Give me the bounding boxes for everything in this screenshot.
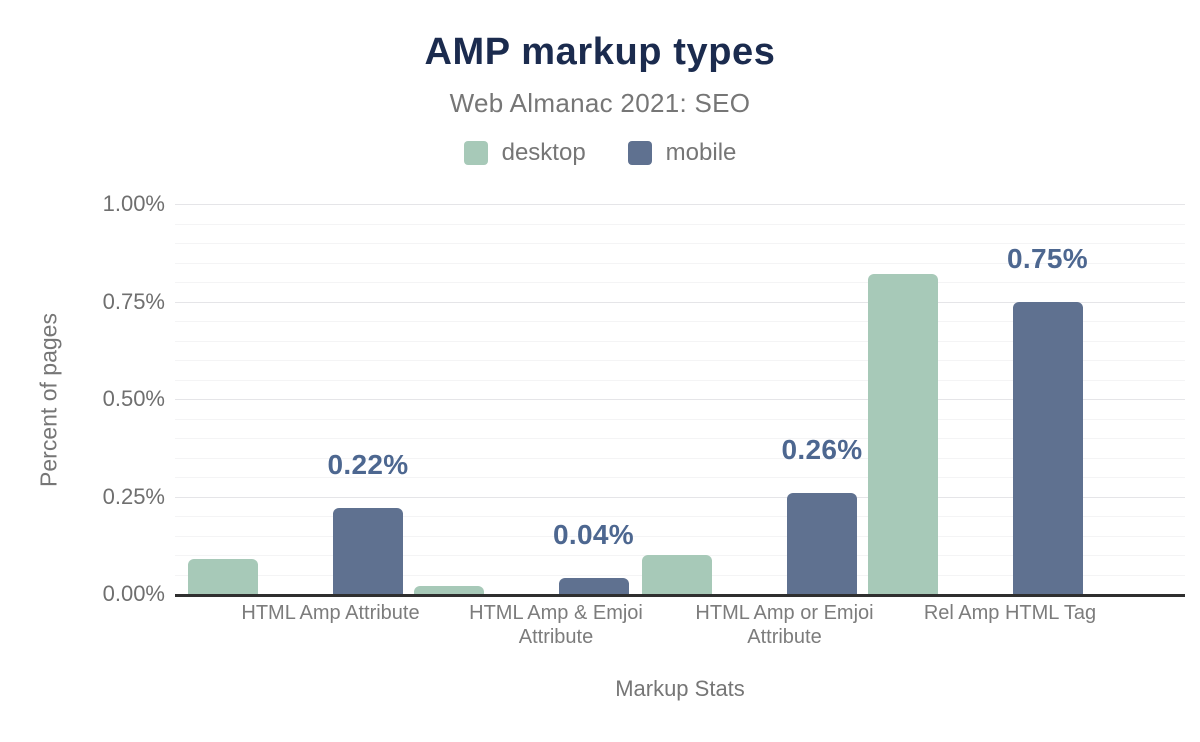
data-label: 0.22% [327, 449, 409, 481]
x-category-label: HTML Amp & Emjoi Attribute [469, 602, 643, 648]
y-tick-label: 0.25% [102, 483, 165, 509]
gridline [175, 457, 1185, 459]
x-axis-line [175, 594, 1185, 597]
gridline [175, 262, 1185, 264]
x-axis-title: Markup Stats [615, 676, 745, 701]
y-tick-label: 0.75% [102, 288, 165, 314]
gridline [175, 399, 1185, 400]
gridline [175, 418, 1185, 420]
y-tick-label: 1.00% [102, 191, 165, 216]
desktop-bar-1[interactable] [188, 558, 258, 594]
gridline [175, 321, 1185, 322]
mobile-bar-4[interactable] [1012, 301, 1083, 594]
x-category-label: Rel Amp HTML Tag [923, 602, 1097, 624]
desktop-bar-2[interactable] [413, 586, 484, 594]
chart-subtitle: Web Almanac 2021: SEO [449, 88, 751, 118]
gridline [175, 204, 1185, 205]
desktop-bar-3[interactable] [642, 555, 712, 594]
desktop-bar-4[interactable] [867, 274, 938, 594]
gridline [175, 379, 1185, 381]
gridline [175, 223, 1185, 225]
x-category-label: HTML Amp Attribute [241, 602, 420, 624]
gridline [175, 360, 1185, 361]
legend-label-mobile: mobile [665, 139, 737, 166]
data-label: 0.75% [1007, 242, 1088, 274]
legend-item-desktop[interactable]: desktop [463, 139, 586, 167]
legend-label-desktop: desktop [501, 139, 586, 166]
data-label: 0.26% [781, 433, 863, 465]
y-tick-label: 0.00% [102, 581, 165, 606]
y-tick-label: 0.50% [102, 386, 165, 411]
gridline [175, 243, 1185, 244]
gridline [175, 496, 1185, 498]
chart-title: AMP markup types [424, 31, 776, 73]
mobile-bar-2[interactable] [558, 578, 629, 594]
x-category-label: HTML Amp or Emjoi Attribute [695, 602, 874, 648]
gridline [175, 516, 1185, 517]
mobile-swatch [627, 141, 652, 165]
gridline [175, 282, 1185, 283]
legend-item-mobile[interactable]: mobile [627, 139, 737, 167]
gridline [175, 477, 1185, 478]
gridline [175, 438, 1185, 439]
mobile-bar-3[interactable] [787, 492, 857, 594]
gridline [175, 535, 1185, 537]
legend: desktop mobile [0, 138, 1200, 168]
gridline [175, 301, 1185, 303]
gridline [175, 340, 1185, 342]
data-label: 0.04% [553, 519, 634, 551]
y-axis-title: Percent of pages [35, 313, 62, 487]
mobile-bar-1[interactable] [333, 508, 403, 594]
desktop-swatch [463, 141, 488, 165]
